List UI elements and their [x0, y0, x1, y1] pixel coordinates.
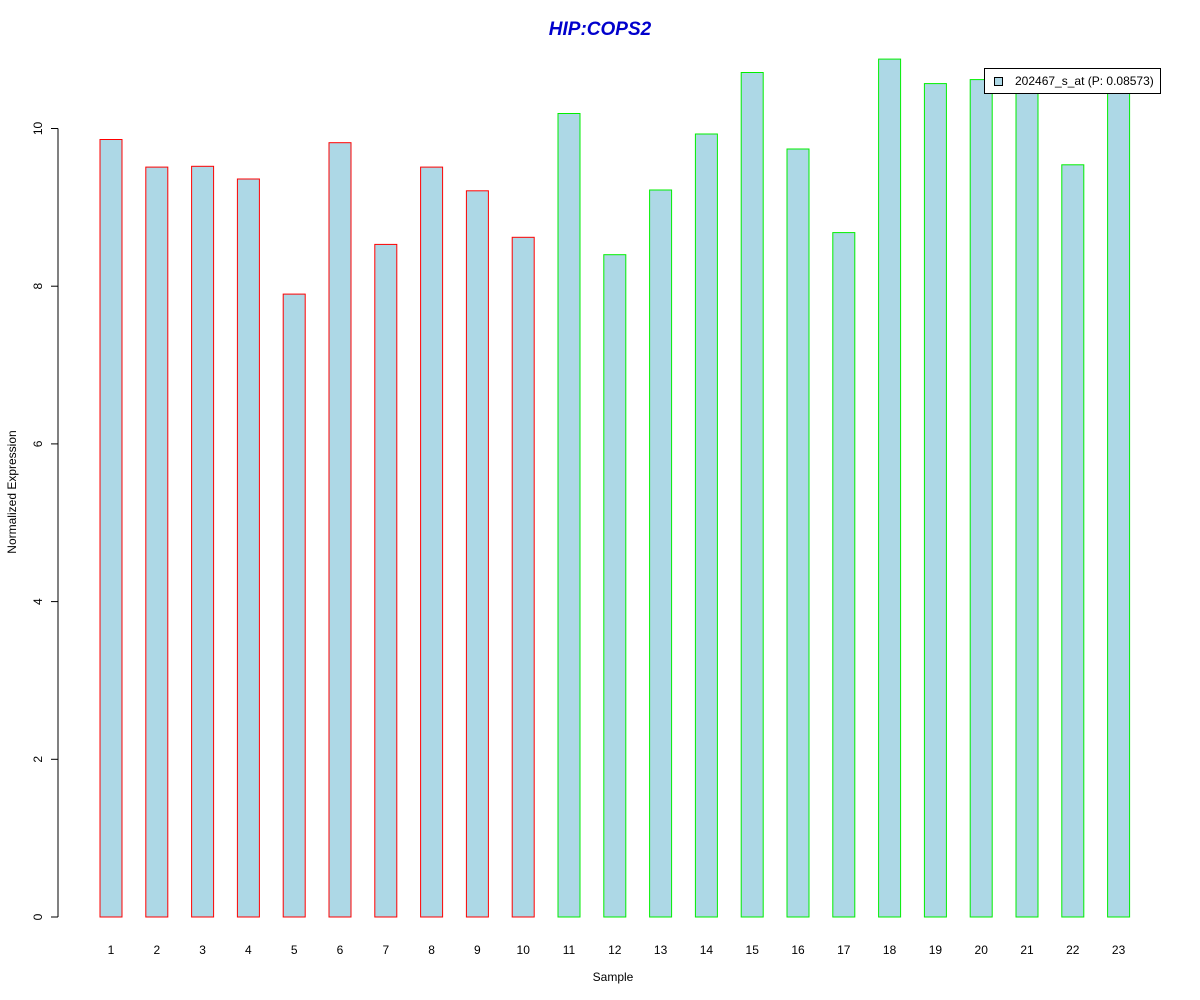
bar-sample-2: [145, 166, 169, 918]
y-tick-label: 2: [31, 756, 45, 763]
x-tick-label: 6: [337, 943, 344, 957]
bar-sample-19: [923, 83, 947, 918]
bar-sample-15: [740, 72, 764, 918]
chart-title: HIP:COPS2: [548, 19, 652, 40]
x-tick-label: 20: [975, 943, 989, 957]
bar-sample-14: [694, 133, 718, 918]
bar-sample-4: [236, 178, 260, 918]
bar-sample-8: [420, 166, 444, 918]
x-tick-label: 4: [245, 943, 252, 957]
bar-sample-5: [282, 293, 306, 918]
x-tick-label: 18: [883, 943, 897, 957]
x-tick-label: 9: [474, 943, 481, 957]
x-tick-label: 1: [108, 943, 115, 957]
x-tick-label: 2: [153, 943, 160, 957]
y-tick-label: 10: [31, 122, 45, 136]
x-tick-label: 15: [746, 943, 760, 957]
bar-sample-22: [1061, 164, 1085, 918]
bar-sample-20: [969, 79, 993, 918]
bar-sample-9: [465, 190, 489, 918]
x-tick-label: 21: [1020, 943, 1034, 957]
bar-sample-1: [99, 139, 123, 918]
x-tick-label: 8: [428, 943, 435, 957]
x-tick-label: 11: [563, 943, 576, 957]
bar-sample-10: [511, 236, 535, 918]
x-tick-label: 5: [291, 943, 298, 957]
x-tick-label: 19: [929, 943, 943, 957]
bar-sample-7: [374, 243, 398, 918]
legend-label: 202467_s_at (P: 0.08573): [1015, 74, 1154, 88]
y-tick-label: 4: [31, 598, 45, 605]
bar-sample-21: [1015, 90, 1039, 918]
legend: 202467_s_at (P: 0.08573): [984, 68, 1161, 94]
x-tick-label: 22: [1066, 943, 1080, 957]
bar-sample-16: [786, 148, 810, 918]
x-tick-label: 23: [1112, 943, 1126, 957]
y-tick-label: 6: [31, 440, 45, 447]
bar-sample-11: [557, 113, 581, 918]
bar-sample-13: [649, 189, 673, 918]
bar-sample-6: [328, 142, 352, 918]
bar-sample-18: [878, 58, 902, 918]
y-axis-title: Normalized Expression: [5, 430, 19, 554]
y-tick-label: 8: [31, 283, 45, 290]
bar-sample-23: [1107, 88, 1131, 918]
bar-sample-17: [832, 232, 856, 918]
x-tick-label: 17: [837, 943, 851, 957]
x-tick-label: 3: [199, 943, 206, 957]
x-tick-label: 12: [608, 943, 622, 957]
x-tick-label: 16: [791, 943, 805, 957]
y-tick-label: 0: [31, 913, 45, 920]
bar-sample-12: [603, 254, 627, 918]
x-tick-label: 10: [517, 943, 531, 957]
x-tick-label: 14: [700, 943, 714, 957]
bar-sample-3: [191, 165, 215, 918]
x-axis-title: Sample: [592, 970, 634, 984]
x-tick-label: 7: [382, 943, 389, 957]
legend-swatch: [994, 77, 1003, 86]
x-tick-label: 13: [654, 943, 668, 957]
